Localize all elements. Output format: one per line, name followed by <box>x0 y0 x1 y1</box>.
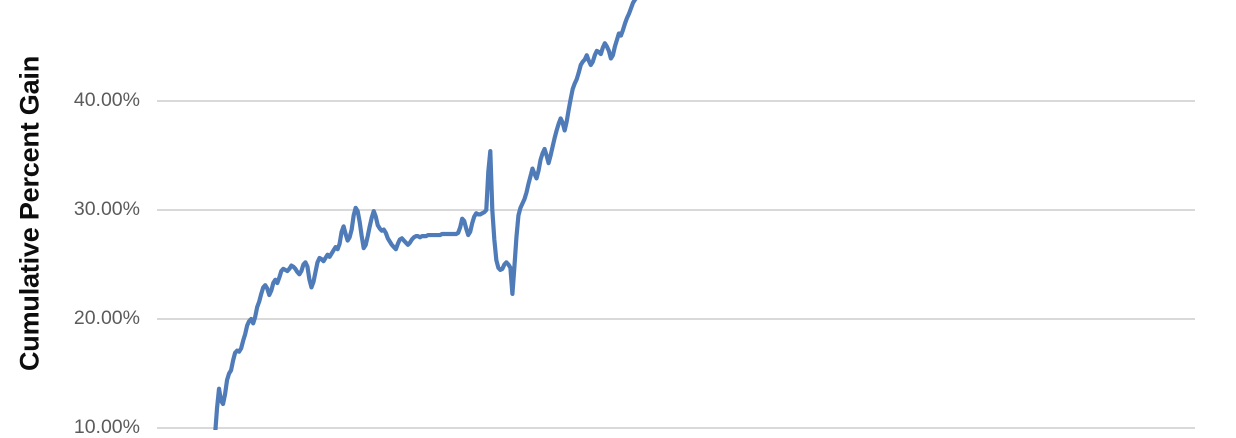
series-line-cumulative-percent-gain <box>213 0 638 430</box>
y-tick-label-10: 10.00% <box>73 416 140 438</box>
y-tick-label-20: 20.00% <box>73 307 140 329</box>
y-tick-label-30: 30.00% <box>73 198 140 220</box>
gridlines <box>157 100 1195 429</box>
y-tick-label-40: 40.00% <box>73 89 140 111</box>
